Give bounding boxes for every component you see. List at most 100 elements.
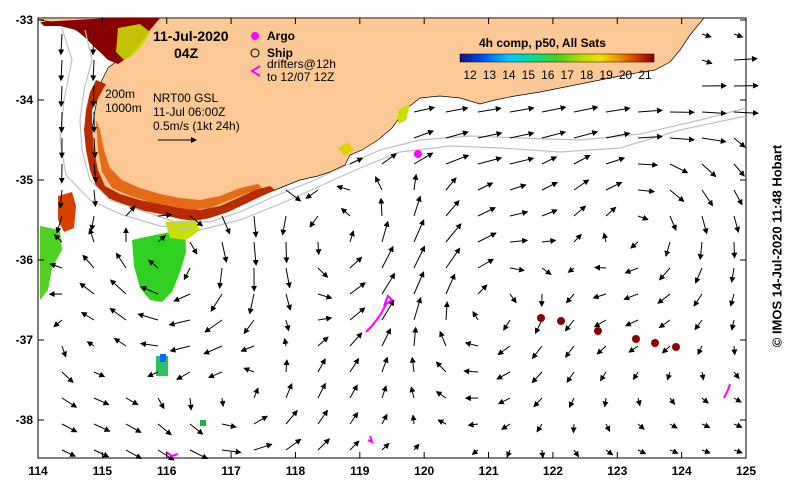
current-vector bbox=[630, 241, 639, 249]
current-vector bbox=[349, 282, 366, 295]
current-vector bbox=[733, 163, 745, 177]
current-vector bbox=[503, 319, 511, 331]
x-tick-label: 120 bbox=[414, 464, 434, 478]
current-vector bbox=[58, 111, 65, 134]
ship-dot bbox=[632, 335, 640, 343]
current-vector bbox=[412, 326, 419, 347]
current-vector bbox=[637, 133, 663, 140]
current-vector bbox=[252, 241, 259, 266]
current-vector bbox=[509, 183, 527, 191]
current-vector bbox=[49, 262, 63, 269]
current-vector bbox=[661, 345, 671, 354]
sst-coast-yellow bbox=[398, 104, 410, 124]
colorbar-tick-label: 13 bbox=[483, 68, 497, 82]
current-vector bbox=[139, 341, 159, 348]
current-vector bbox=[80, 311, 95, 321]
current-vector bbox=[58, 85, 65, 108]
y-tick-label: -37 bbox=[16, 333, 34, 347]
current-vector bbox=[189, 241, 198, 255]
current-vector bbox=[509, 237, 529, 244]
current-vector bbox=[729, 319, 736, 331]
current-vector bbox=[317, 293, 333, 300]
current-vector bbox=[79, 282, 95, 295]
current-vector bbox=[240, 345, 255, 353]
current-vector bbox=[109, 307, 127, 321]
current-vector bbox=[61, 449, 77, 457]
current-vector bbox=[381, 245, 394, 269]
current-vector bbox=[536, 423, 543, 433]
current-vector bbox=[573, 179, 590, 191]
current-vector bbox=[381, 328, 391, 347]
current-vector bbox=[125, 423, 142, 433]
current-vector bbox=[285, 409, 298, 425]
current-vector bbox=[605, 106, 631, 113]
current-vector bbox=[637, 188, 656, 195]
sst-blue-patch-2 bbox=[160, 354, 166, 362]
current-vector bbox=[88, 227, 95, 243]
current-vector bbox=[477, 258, 495, 269]
current-vector bbox=[409, 386, 416, 399]
current-vector bbox=[541, 130, 567, 139]
current-vector bbox=[413, 296, 423, 321]
velocity-scale-label: 0.5m/s (1kt 24h) bbox=[153, 119, 240, 133]
product-name: NRT00 GSL bbox=[153, 91, 218, 105]
drifter-track-1 bbox=[365, 294, 394, 333]
current-vector bbox=[701, 58, 713, 65]
argo-legend-label: Argo bbox=[267, 29, 295, 43]
current-vector bbox=[701, 215, 709, 235]
current-vector bbox=[477, 207, 496, 217]
current-vector bbox=[477, 156, 503, 165]
current-vector bbox=[733, 215, 740, 233]
drifter-track-3 bbox=[723, 383, 731, 399]
current-vector bbox=[566, 371, 575, 384]
current-vector bbox=[93, 397, 110, 406]
current-vector bbox=[253, 415, 268, 425]
colorbar-tick-label: 17 bbox=[561, 68, 575, 82]
x-tick-label: 114 bbox=[28, 464, 48, 478]
y-tick-label: -36 bbox=[16, 253, 34, 267]
current-vector bbox=[349, 384, 358, 399]
current-vector bbox=[564, 345, 575, 358]
ship-dot bbox=[557, 317, 565, 325]
colorbar-tick-label: 20 bbox=[619, 68, 633, 82]
current-vector bbox=[445, 154, 470, 165]
current-vector bbox=[317, 438, 331, 451]
current-vector bbox=[541, 105, 567, 113]
current-vector bbox=[413, 271, 425, 295]
current-vector bbox=[506, 449, 512, 458]
current-vector bbox=[509, 131, 535, 139]
current-vector bbox=[637, 161, 659, 168]
current-vector bbox=[413, 443, 420, 451]
current-vector bbox=[445, 273, 456, 295]
current-vector bbox=[701, 189, 714, 207]
current-vector bbox=[573, 154, 591, 165]
colorbar-tick-label: 15 bbox=[522, 68, 536, 82]
current-vector bbox=[189, 215, 204, 227]
current-vector bbox=[697, 241, 704, 261]
current-vector bbox=[336, 184, 351, 191]
current-vector bbox=[623, 293, 639, 301]
current-vector bbox=[637, 107, 663, 114]
current-vector bbox=[658, 267, 671, 281]
current-vector bbox=[243, 319, 255, 335]
current-vector bbox=[349, 440, 360, 451]
current-vector bbox=[58, 59, 65, 82]
current-vector bbox=[381, 356, 389, 373]
ship-legend-icon bbox=[250, 48, 260, 58]
current-vector bbox=[733, 137, 746, 148]
current-vector bbox=[413, 105, 436, 113]
current-vector bbox=[381, 442, 390, 451]
x-tick-label: 122 bbox=[543, 464, 563, 478]
y-tick-label: -35 bbox=[16, 173, 34, 187]
current-vector bbox=[624, 319, 639, 327]
current-vector bbox=[541, 181, 558, 191]
current-vector bbox=[113, 337, 127, 347]
current-vector bbox=[61, 397, 78, 408]
current-vector bbox=[189, 449, 209, 460]
current-vector bbox=[349, 256, 363, 269]
current-vector bbox=[541, 238, 557, 244]
current-vector bbox=[658, 319, 671, 329]
current-vector bbox=[247, 293, 255, 315]
current-vector bbox=[210, 293, 223, 312]
